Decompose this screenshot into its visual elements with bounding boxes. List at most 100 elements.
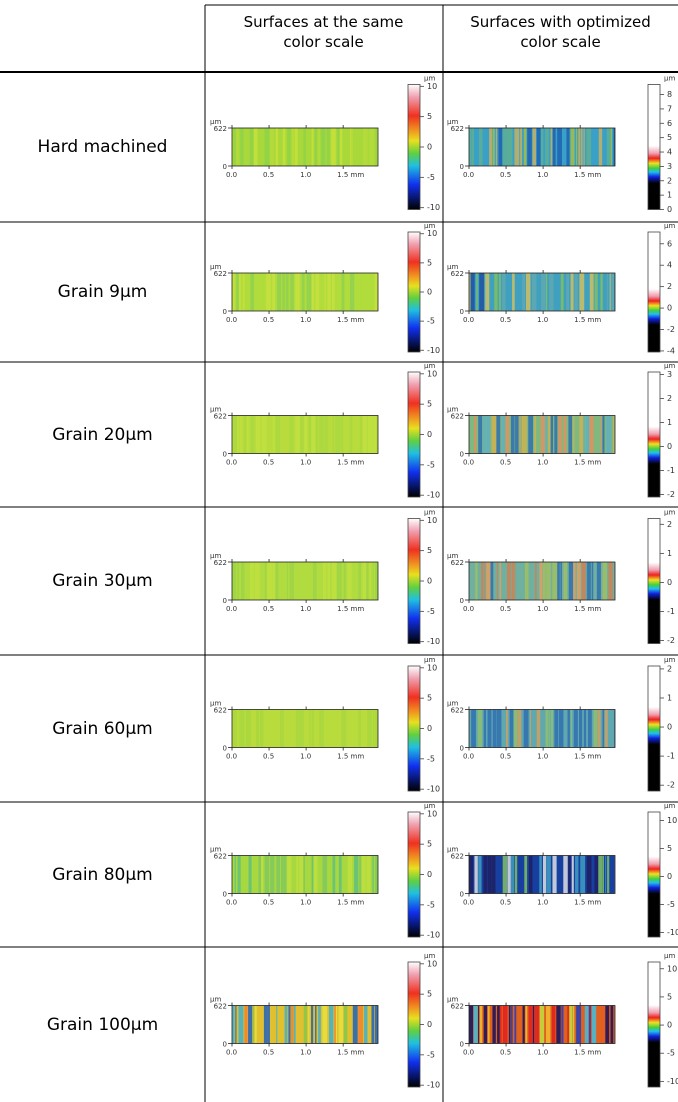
surface-stripe <box>474 855 478 894</box>
x-tick-label: 1.5 mm <box>337 605 364 613</box>
surface-stripe <box>232 855 234 894</box>
surface-stripe <box>374 562 378 600</box>
surface-stripe <box>573 415 575 454</box>
surface-stripe <box>308 562 313 600</box>
colorbar-tick-label: -5 <box>667 1049 675 1058</box>
surface-stripe <box>469 562 474 600</box>
x-tick-label: 1.0 <box>300 316 311 324</box>
surface-stripe <box>605 855 607 894</box>
y-tick-label: 622 <box>214 707 227 715</box>
axis-unit: µm <box>447 263 458 271</box>
surface-stripe <box>237 562 239 600</box>
surface-stripe <box>510 415 515 454</box>
surface-stripe <box>246 709 251 748</box>
plot-frame <box>231 272 379 312</box>
surface-stripe <box>608 562 613 600</box>
surface-stripe <box>600 273 603 311</box>
surface-stripe <box>484 562 486 600</box>
surface-stripe <box>250 273 254 311</box>
surface-stripe <box>596 562 601 600</box>
surface-stripe <box>374 1005 378 1044</box>
plot-frame <box>468 1005 616 1044</box>
surface-stripe <box>482 128 488 166</box>
surface-stripe <box>322 1005 328 1044</box>
surface-stripe <box>355 273 361 311</box>
surface-stripe <box>287 128 291 166</box>
axis-unit: µm <box>447 700 458 708</box>
colorbar <box>407 371 421 498</box>
surface-stripe <box>546 562 551 600</box>
surface-stripe <box>564 1005 567 1044</box>
colorbar-tick-label: 6 <box>667 119 672 128</box>
surface-stripe <box>347 562 352 600</box>
surface-stripe <box>352 1005 358 1044</box>
row-label: Grain 80µm <box>52 864 153 885</box>
surface-stripe <box>311 709 314 748</box>
surface-stripe <box>546 855 551 894</box>
surface-stripe <box>294 128 298 166</box>
surface-stripe <box>336 855 339 894</box>
surface-stripe <box>290 273 294 311</box>
surface-stripe <box>542 709 544 748</box>
x-tick-label: 0.5 <box>263 316 274 324</box>
colorbar <box>647 371 661 498</box>
surface-stripe <box>487 709 492 748</box>
colorbar-unit: µm <box>424 75 435 83</box>
surface-stripe <box>549 273 554 311</box>
surface-stripe <box>293 1005 296 1044</box>
y-tick-label: 0 <box>223 597 227 605</box>
surface-stripe <box>254 273 260 311</box>
surface-stripe <box>585 415 590 454</box>
surface-stripe <box>576 1005 582 1044</box>
x-tick-label: 0.0 <box>226 753 237 761</box>
row-label: Grain 100µm <box>46 1014 159 1035</box>
y-tick-label: 622 <box>451 707 464 715</box>
surface-stripe <box>237 709 239 748</box>
y-tick-label: 0 <box>460 308 464 316</box>
surface-stripe <box>301 273 305 311</box>
surface-stripe <box>298 128 303 166</box>
surface-stripe <box>272 273 276 311</box>
surface-stripe <box>266 273 271 311</box>
surface-stripe <box>548 709 550 748</box>
colorbar-tick-label: -1 <box>667 752 675 761</box>
plot-frame <box>468 127 616 167</box>
surface-stripe <box>272 709 278 748</box>
surface-stripe <box>327 709 331 748</box>
surface-stripe <box>359 855 362 894</box>
surface-stripe <box>606 273 608 311</box>
surface-stripe <box>536 709 541 748</box>
axis-unit: µm <box>447 406 458 414</box>
colorbar-tick-label: 0 <box>427 143 432 152</box>
column-header: Surfaces at the same color scale <box>243 13 404 51</box>
colorbar-tick-label: -5 <box>427 317 435 326</box>
colorbar-tick-label: 5 <box>667 992 672 1001</box>
surface-stripe <box>347 855 353 894</box>
x-tick-label: 1.0 <box>537 605 548 613</box>
x-tick-label: 1.5 mm <box>337 753 364 761</box>
y-tick-label: 0 <box>223 308 227 316</box>
colorbar-tick-label: -5 <box>667 900 675 909</box>
surface-stripe <box>288 1005 291 1044</box>
surface-stripe <box>311 855 314 894</box>
surface-stripe <box>372 855 374 894</box>
surface-stripe <box>374 273 378 311</box>
surface-stripe <box>239 709 245 748</box>
x-tick-label: 0.0 <box>463 753 474 761</box>
surface-stripe <box>281 415 286 454</box>
surface-stripe <box>594 855 599 894</box>
surface-stripe <box>563 273 565 311</box>
surface-stripe <box>233 709 237 748</box>
row-label: Grain 20µm <box>52 424 153 445</box>
surface-stripe <box>350 128 352 166</box>
surface-stripe <box>482 415 486 454</box>
colorbar-tick-label: 1 <box>667 191 672 200</box>
surface-stripe <box>349 273 355 311</box>
surface-stripe <box>587 562 591 600</box>
x-tick-label: 0.5 <box>500 1049 511 1057</box>
surface-stripe <box>276 1005 278 1044</box>
surface-stripe <box>560 562 562 600</box>
surface-stripe <box>320 128 326 166</box>
x-tick-label: 0.0 <box>226 1049 237 1057</box>
surface-stripe <box>357 128 362 166</box>
